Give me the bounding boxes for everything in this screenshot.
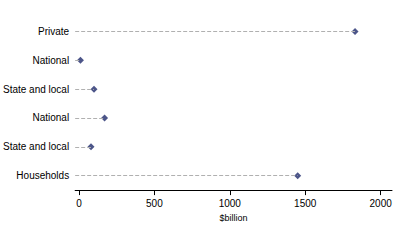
svg-text:1000: 1000 xyxy=(219,198,242,209)
svg-text:1500: 1500 xyxy=(294,198,317,209)
svg-text:0: 0 xyxy=(76,198,82,209)
svg-text:$billion: $billion xyxy=(220,213,248,223)
svg-text:State and local: State and local xyxy=(3,141,69,152)
svg-text:Households: Households xyxy=(16,170,69,181)
svg-text:2000: 2000 xyxy=(370,198,393,209)
svg-text:Private: Private xyxy=(38,26,70,37)
svg-text:State and local: State and local xyxy=(3,84,69,95)
svg-text:National: National xyxy=(32,112,69,123)
svg-text:500: 500 xyxy=(146,198,163,209)
svg-text:National: National xyxy=(32,55,69,66)
